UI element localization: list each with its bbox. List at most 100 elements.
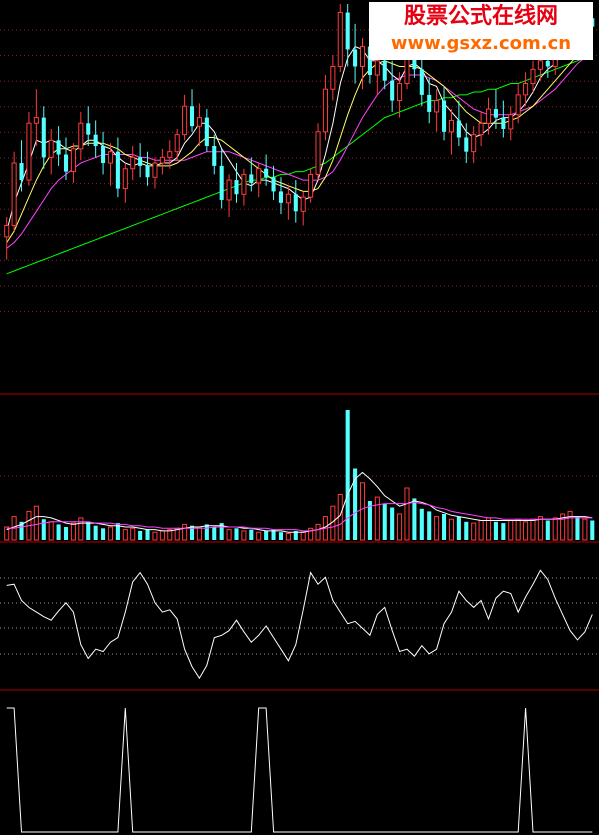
volume-bar [367, 501, 372, 540]
candle-body [78, 122, 84, 150]
candle-body [63, 154, 69, 172]
candle-body [345, 12, 350, 50]
candle-body [4, 225, 10, 238]
volume-bar [493, 521, 498, 540]
candle-body [234, 180, 239, 195]
volume-bar [315, 523, 321, 541]
candle-body [167, 151, 173, 158]
candle-body [337, 12, 343, 67]
volume-bar [56, 524, 61, 540]
volume-bar [545, 520, 550, 540]
volume-bar [590, 520, 595, 540]
volume-bar [226, 529, 232, 541]
candle-body [330, 65, 336, 90]
volume-bar [285, 533, 291, 541]
candle-body [523, 83, 529, 96]
volume-legend: MAVOL1: 82614.80 MAVOL2: 60845.70 [4, 395, 230, 408]
watermark-url: www.gsxz.com.cn [390, 33, 572, 54]
candle-body [397, 83, 403, 102]
candle-body [264, 168, 269, 178]
candle-body [353, 49, 358, 67]
candle-body [478, 122, 484, 136]
candle-body [159, 156, 165, 164]
volume-bar [293, 530, 298, 540]
candle-body [390, 80, 395, 101]
volume-bar [78, 517, 84, 541]
volume-bar [93, 525, 98, 540]
volume-bar [567, 510, 573, 541]
candle-body [204, 117, 209, 146]
volume-bar [19, 521, 24, 540]
volume-bar [196, 526, 202, 541]
candle-body [107, 151, 114, 164]
candle-body [308, 173, 314, 198]
volume-bar [130, 527, 136, 541]
volume-bar [41, 519, 46, 540]
candle-body [93, 134, 98, 146]
watermark-logo: 股票公式在线网 www.gsxz.com.cn [369, 2, 593, 60]
candle-body [537, 60, 543, 70]
candle-body [367, 46, 372, 75]
volume-bar [308, 527, 314, 541]
candle-body [219, 165, 224, 200]
candle-body [419, 69, 424, 95]
candle-body [138, 157, 143, 166]
volume-bar [471, 522, 477, 541]
volume-bar [390, 507, 395, 540]
volume-bar [508, 520, 514, 541]
volume-bar [515, 518, 521, 541]
volume-bar [397, 513, 403, 541]
volume-bar [374, 496, 380, 541]
volume-bar [122, 529, 128, 541]
volume-bar [523, 521, 529, 541]
candle-body [285, 193, 291, 204]
watermark-title: 股票公式在线网 [403, 4, 558, 29]
volume-bar [212, 527, 217, 540]
mavol2-line [6, 501, 593, 532]
candle-body [189, 106, 195, 127]
volume-bar [145, 529, 150, 540]
candle-body [241, 173, 247, 195]
candle-body [434, 100, 440, 113]
candle-body [182, 105, 188, 136]
candle-body [427, 94, 432, 112]
volume-bar [278, 532, 284, 540]
ma-line-ma2 [6, 40, 593, 243]
volume-bar [159, 530, 165, 541]
candle-body [226, 179, 232, 201]
volume-bar [70, 522, 76, 541]
candle-body [471, 134, 477, 153]
volume-bar [427, 511, 432, 540]
volume-bar [33, 505, 39, 541]
volume-bar [234, 528, 239, 540]
candle-body [271, 177, 276, 192]
candle-body [293, 194, 298, 212]
volume-bar [167, 529, 173, 541]
mavol1-label: MAVOL1: 82614.80 [4, 395, 110, 408]
candle-body [382, 60, 387, 81]
volume-bar [456, 516, 461, 540]
oscillator-line [6, 569, 593, 680]
candle-body [278, 191, 284, 203]
mavol1-line [6, 471, 593, 533]
volume-bar [478, 520, 484, 541]
volume-bar [404, 487, 410, 541]
ma-line-ma4 [6, 54, 593, 275]
volume-bar [48, 521, 54, 541]
signal-line [6, 707, 593, 833]
candle-body [70, 148, 76, 173]
candle-body [545, 60, 550, 67]
volume-bar [501, 523, 506, 540]
volume-bar [382, 503, 387, 540]
candle-body [315, 131, 321, 175]
candle-body [41, 117, 46, 158]
candle-body [11, 162, 17, 227]
candle-body [508, 114, 514, 130]
candle-body [256, 168, 262, 184]
candle-body [485, 108, 492, 124]
volume-bar [152, 531, 158, 541]
volume-bar [264, 530, 269, 540]
volume-bar [204, 524, 209, 540]
volume-bar [412, 498, 417, 540]
